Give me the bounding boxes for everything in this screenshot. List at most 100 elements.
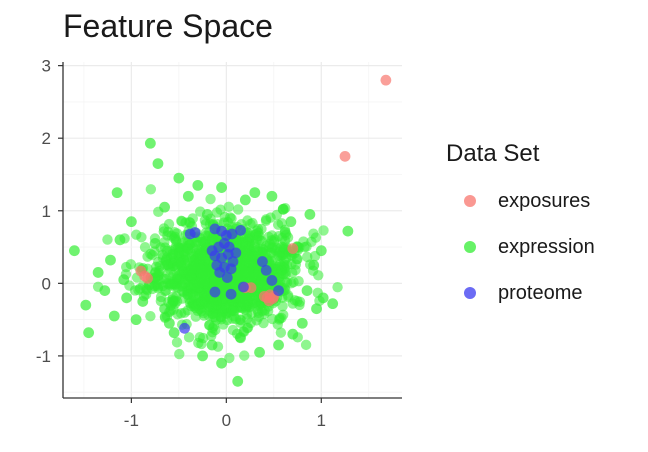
expression-cloud-point: [193, 278, 205, 289]
legend-item-exposures: exposures: [446, 178, 595, 224]
legend-key-proteome: [464, 287, 476, 299]
expression-cloud-point: [223, 201, 234, 213]
expression-cloud-point: [242, 313, 253, 324]
expression-cloud-point: [266, 230, 278, 241]
x-tick-label-1: 0: [222, 411, 231, 430]
expression-cloud-point: [150, 266, 161, 278]
proteome-point: [214, 267, 226, 278]
expression-cloud-point: [241, 256, 252, 267]
expression-cloud-point: [288, 277, 299, 288]
expression-point: [216, 357, 227, 369]
expression-point: [144, 137, 156, 149]
expression-cloud-point: [300, 339, 312, 351]
proteome-point: [273, 285, 284, 296]
expression-point: [99, 285, 111, 296]
expression-point: [206, 339, 218, 351]
expression-cloud-point: [246, 272, 257, 284]
expression-cloud-point: [256, 275, 268, 286]
expression-cloud-point: [174, 246, 185, 258]
expression-point: [108, 310, 120, 322]
expression-point: [118, 274, 130, 286]
expression-cloud-point: [266, 256, 277, 267]
expression-cloud-point: [134, 283, 146, 294]
expression-cloud-point: [210, 324, 221, 336]
expression-point: [201, 208, 213, 220]
expression-cloud-point: [171, 271, 182, 283]
expression-cloud-point: [102, 234, 113, 245]
chart-title: Feature Space: [63, 8, 273, 44]
expression-point: [197, 350, 208, 362]
expression-point: [121, 292, 133, 304]
expression-cloud-point: [196, 297, 207, 309]
expression-point: [311, 303, 322, 315]
legend-label-expression: expression: [498, 235, 595, 258]
expression-cloud-point: [244, 302, 255, 313]
legend-label-proteome: proteome: [498, 281, 583, 304]
expression-cloud-point: [245, 218, 256, 230]
expression-cloud-point: [232, 204, 244, 215]
exposures-point: [287, 243, 299, 254]
expression-cloud-point: [182, 243, 194, 255]
expression-cloud-point: [159, 237, 170, 248]
expression-cloud-point: [200, 227, 212, 238]
expression-point: [130, 314, 142, 326]
expression-point: [277, 203, 289, 215]
expression-cloud-point: [177, 293, 188, 304]
expression-point: [317, 292, 329, 304]
expression-cloud-point: [182, 305, 194, 316]
proteome-point: [209, 286, 221, 298]
expression-cloud-point: [176, 215, 187, 227]
x-tick-label-0: -1: [124, 411, 139, 430]
legend-title: Data Set: [446, 140, 540, 167]
expression-cloud-point: [174, 348, 185, 360]
proteome-point: [226, 228, 238, 240]
expression-cloud-point: [287, 267, 298, 279]
expression-cloud-point: [183, 332, 195, 343]
expression-cloud-point: [142, 251, 153, 262]
expression-cloud-point: [242, 322, 254, 333]
expression-cloud-point: [332, 281, 343, 293]
expression-cloud-point: [310, 232, 322, 243]
expression-point: [173, 172, 185, 184]
proteome-point: [189, 227, 201, 238]
expression-point: [152, 158, 164, 169]
exposures-point: [380, 74, 392, 86]
expression-cloud-point: [162, 268, 174, 280]
expression-point: [315, 245, 327, 257]
expression-cloud-point: [121, 261, 132, 273]
expression-point: [239, 194, 251, 206]
expression-point: [80, 299, 92, 311]
expression-cloud-point: [275, 327, 287, 338]
legend-key-exposures: [464, 195, 476, 207]
expression-cloud-point: [272, 219, 284, 230]
expression-cloud-point: [205, 193, 216, 205]
expression-cloud-point: [163, 218, 175, 230]
y-tick-label-0: -1: [36, 347, 51, 366]
expression-cloud-point: [318, 225, 329, 236]
legend-key-expression: [464, 241, 476, 253]
expression-point: [111, 187, 123, 199]
expression-point: [308, 259, 320, 271]
expression-point: [137, 296, 149, 307]
expression-point: [287, 328, 299, 340]
expression-point: [163, 317, 175, 329]
expression-point: [159, 303, 171, 315]
expression-cloud-point: [184, 217, 196, 228]
expression-cloud-point: [264, 238, 276, 250]
expression-point: [68, 245, 80, 257]
expression-point: [114, 234, 126, 246]
proteome-point: [266, 275, 278, 286]
y-tick-label-2: 1: [42, 202, 51, 221]
legend-item-expression: expression: [446, 224, 595, 270]
expression-cloud-point: [217, 295, 228, 307]
legend-item-proteome: proteome: [446, 270, 595, 316]
expression-cloud-point: [253, 301, 264, 312]
proteome-point: [230, 247, 242, 259]
expression-cloud-point: [292, 295, 303, 307]
proteome-point: [206, 245, 218, 257]
expression-point: [296, 317, 308, 329]
expression-point: [149, 238, 161, 249]
expression-point: [304, 208, 316, 220]
expression-cloud-point: [276, 312, 287, 324]
